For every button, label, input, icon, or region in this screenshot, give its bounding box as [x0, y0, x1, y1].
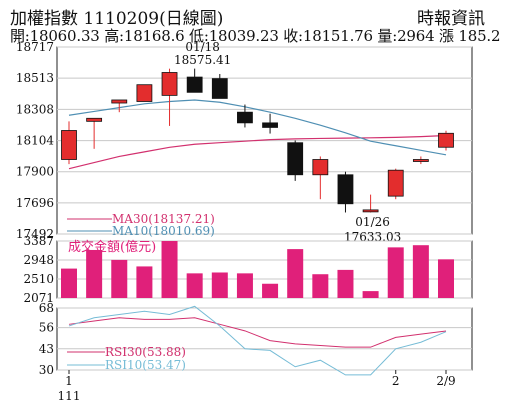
candle-body — [438, 132, 454, 148]
volume-bar — [438, 259, 454, 298]
x-tick-label: 2/9 — [436, 374, 455, 388]
x-tick-label: 2 — [392, 374, 400, 388]
volume-bar — [312, 274, 329, 298]
ma-line-0 — [68, 134, 447, 170]
ohlc-stats: 開:18060.33 高:18168.6 低:18039.23 收:18151.… — [10, 27, 501, 45]
candle-body — [312, 159, 329, 176]
candle-body — [362, 209, 379, 213]
ma-line-1 — [68, 99, 447, 156]
candle-body — [237, 111, 253, 124]
candle-body — [262, 122, 278, 128]
volume-bar — [186, 273, 203, 298]
volume-tick-label: 2948 — [23, 253, 54, 267]
price-tick-label: 17900 — [16, 165, 54, 179]
candle-body — [61, 130, 77, 160]
volume-bar — [161, 241, 178, 298]
rsi-tick-label: 30 — [39, 363, 54, 377]
volume-bar — [287, 249, 304, 298]
volume-bar — [236, 273, 253, 298]
volume-bar — [111, 259, 128, 298]
ma-legend-label: MA10(18010.69) — [112, 224, 215, 238]
candle-body — [161, 72, 178, 96]
volume-bar — [262, 283, 279, 298]
volume-bar — [86, 249, 103, 298]
x-tick-sublabel: 111 — [58, 389, 81, 403]
volume-bar — [412, 245, 429, 298]
rsi-legend-label: RSI10(53.47) — [105, 358, 186, 372]
candle-body — [287, 142, 304, 176]
price-tick-label: 17492 — [16, 227, 54, 241]
volume-bar — [387, 247, 404, 298]
volume-tick-label: 2071 — [23, 291, 54, 305]
volume-bar — [337, 269, 354, 298]
price-tick-label: 18717 — [16, 40, 54, 54]
candle-body — [211, 78, 228, 99]
price-tick-label: 18513 — [16, 71, 54, 85]
price-tick-label: 17696 — [16, 196, 54, 210]
rsi-line-1 — [68, 305, 447, 376]
candle-body — [412, 159, 429, 162]
rsi-tick-label: 68 — [39, 301, 54, 315]
volume-tick-label: 3387 — [23, 234, 54, 248]
rsi-line-0 — [68, 317, 447, 348]
rsi-tick-label: 43 — [39, 342, 54, 356]
volume-bar — [211, 272, 228, 298]
price-tick-label: 18308 — [16, 102, 54, 116]
candle-body — [111, 99, 128, 104]
volume-bar — [61, 268, 77, 298]
candle-body — [186, 76, 203, 93]
volume-bar — [136, 266, 153, 298]
candle-body — [86, 117, 103, 122]
rsi-tick-label: 56 — [39, 321, 54, 335]
high-date-label: 01/18 — [185, 40, 220, 54]
volume-title: 成交金額(億元) — [68, 239, 156, 255]
candle-body — [136, 84, 153, 102]
source-label: 時報資訊 — [417, 9, 485, 29]
ma-legend-label: MA30(18137.21) — [112, 212, 215, 226]
price-tick-label: 18104 — [16, 134, 55, 148]
low-date-label: 01/26 — [355, 215, 390, 229]
chart-title: 加權指數 1110209(日線圖) — [10, 9, 224, 29]
candle-body — [387, 169, 404, 197]
volume-tick-label: 2510 — [23, 272, 54, 286]
x-tick-label: 1 — [65, 374, 73, 388]
candle-body — [337, 174, 354, 205]
low-value-label: 17633.03 — [344, 230, 401, 244]
high-value-label: 18575.41 — [174, 53, 231, 67]
volume-bar — [362, 291, 379, 298]
rsi-legend-label: RSI30(53.88) — [105, 345, 186, 359]
